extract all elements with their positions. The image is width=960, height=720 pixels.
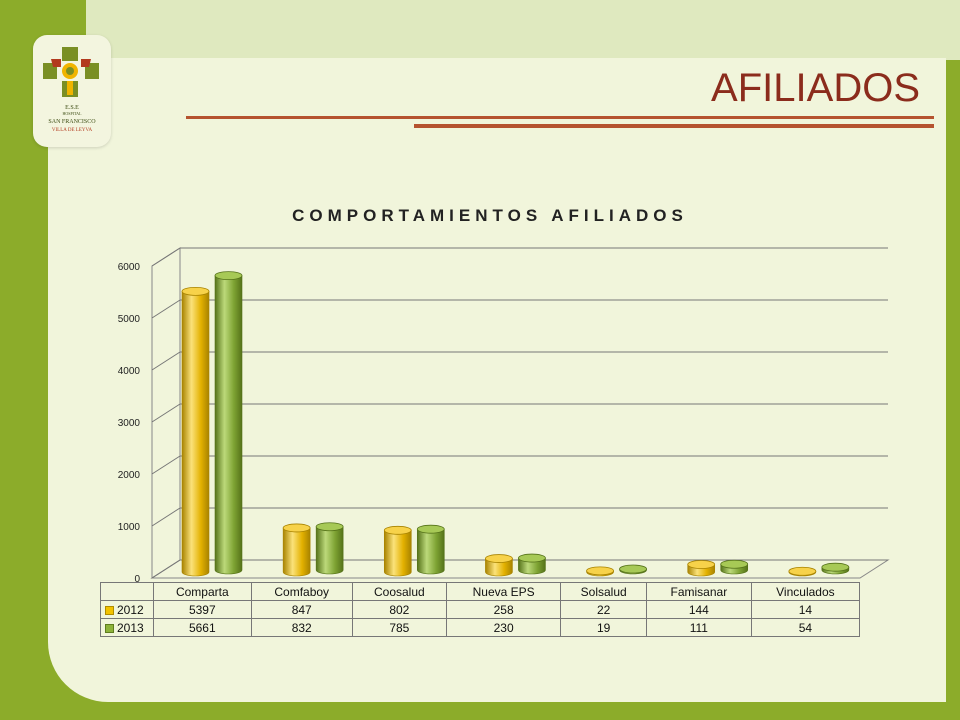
logo-emblem-icon: E.S.E HOSPITAL SAN FRANCISCO VILLA DE LE… <box>43 47 99 133</box>
logo-line3: SAN FRANCISCO <box>48 119 96 125</box>
top-band <box>86 0 960 60</box>
bar-2012-Nueva EPS <box>485 558 513 577</box>
series-name: 2012 <box>117 602 144 617</box>
y-tick-label: 1000 <box>118 522 141 533</box>
category-label: Coosalud <box>351 582 447 601</box>
chart-data-table: Comparta Comfaboy Coosalud Nueva EPS Sol… <box>100 582 861 637</box>
data-label: 802 <box>351 600 447 619</box>
bar-top-2012-Vinculados <box>788 566 817 576</box>
gridline-diagonal <box>151 559 181 579</box>
table-row-2013: 2013 5661 832 785 230 19 111 54 <box>100 618 861 637</box>
bar-2013-Coosalud <box>416 528 445 575</box>
category-label: Vinculados <box>750 582 861 601</box>
data-label: 5397 <box>153 600 252 619</box>
bar-top-2013-Famisanar <box>720 559 749 569</box>
series-legend-2013: 2013 <box>100 618 154 637</box>
bar-top-2012-Comfaboy <box>282 523 311 533</box>
data-label: 54 <box>750 618 861 637</box>
bar-top-2013-Comparta <box>214 271 243 281</box>
bar-top-2012-Comparta <box>181 286 210 296</box>
series-legend-2012: 2012 <box>100 600 154 619</box>
y-tick-label: 0 <box>134 574 140 585</box>
data-label: 258 <box>445 600 562 619</box>
bar-top-2013-Solsalud <box>619 564 647 574</box>
gridline-diagonal <box>151 455 181 475</box>
data-label: 144 <box>645 600 752 619</box>
gridline-diagonal <box>151 299 181 319</box>
bar-top-2013-Nueva EPS <box>518 553 546 563</box>
legend-swatch-2012 <box>105 605 114 615</box>
y-tick-label: 2000 <box>118 470 141 481</box>
table-corner-cell <box>100 582 154 601</box>
bar-2013-Comparta <box>214 275 243 575</box>
bar-2013-Comfaboy <box>315 526 344 575</box>
slide-title: AFILIADOS <box>711 66 920 110</box>
data-label: 230 <box>445 618 562 637</box>
bar-top-2013-Coosalud <box>416 524 445 534</box>
bar-2013-Nueva EPS <box>518 557 546 575</box>
title-rule-bottom <box>414 124 934 128</box>
data-label: 832 <box>250 618 353 637</box>
data-label: 785 <box>351 618 447 637</box>
data-label: 5661 <box>153 618 252 637</box>
data-label: 847 <box>250 600 353 619</box>
bar-top-2012-Coosalud <box>383 525 412 535</box>
bar-top-2012-Solsalud <box>586 566 614 576</box>
y-tick-label: 4000 <box>118 366 141 377</box>
bar-2012-Comfaboy <box>282 527 311 577</box>
data-label: 22 <box>560 600 647 619</box>
data-label: 19 <box>560 618 647 637</box>
chart-title: COMPORTAMIENTOS AFILIADOS <box>292 206 688 225</box>
gridline-diagonal <box>151 403 181 423</box>
category-label: Comfaboy <box>250 582 353 601</box>
title-rule-top <box>186 116 934 119</box>
series-name: 2013 <box>117 620 144 635</box>
bar-2012-Coosalud <box>383 529 412 577</box>
category-label: Solsalud <box>560 582 647 601</box>
gridline-diagonal <box>151 351 181 371</box>
y-tick-label: 5000 <box>118 314 141 325</box>
bar-top-2012-Nueva EPS <box>485 554 513 563</box>
bar-top-2013-Comfaboy <box>315 522 344 532</box>
logo-line1: E.S.E <box>65 105 79 111</box>
bar-top-2013-Vinculados <box>821 562 850 572</box>
gridline-diagonal <box>151 507 181 527</box>
bar-2012-Comparta <box>181 291 210 577</box>
category-label: Nueva EPS <box>445 582 562 601</box>
bar-top-2012-Famisanar <box>687 560 716 569</box>
legend-swatch-2013 <box>105 623 114 633</box>
data-label: 111 <box>645 618 752 637</box>
category-label: Famisanar <box>645 582 752 601</box>
table-row-2012: 2012 5397 847 802 258 22 144 14 <box>100 600 861 619</box>
data-label: 14 <box>750 600 861 619</box>
gridline-diagonal <box>151 247 181 267</box>
category-label: Comparta <box>153 582 252 601</box>
hospital-logo: E.S.E HOSPITAL SAN FRANCISCO VILLA DE LE… <box>33 35 111 147</box>
logo-line2: HOSPITAL <box>62 111 82 116</box>
y-tick-label: 6000 <box>118 262 141 273</box>
logo-line4: VILLA DE LEYVA <box>52 128 93 133</box>
y-tick-label: 3000 <box>118 418 141 429</box>
table-header-row: Comparta Comfaboy Coosalud Nueva EPS Sol… <box>100 582 861 601</box>
